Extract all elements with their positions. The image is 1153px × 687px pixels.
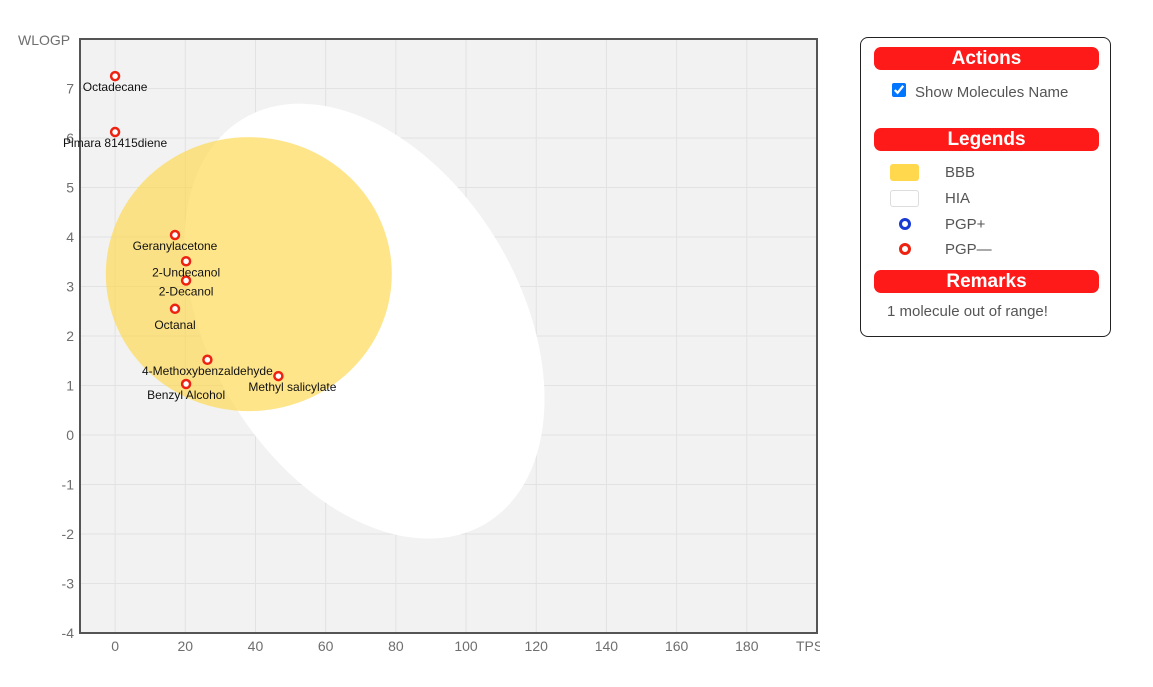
y-tick-label: -4 — [62, 625, 75, 641]
molecule-label: Pimara 81415diene — [63, 136, 167, 150]
molecule-label: Octadecane — [83, 80, 148, 94]
molecule-point[interactable] — [180, 256, 192, 267]
x-tick-label: 100 — [454, 638, 478, 654]
molecule-point[interactable] — [169, 303, 181, 315]
x-tick-label: 140 — [595, 638, 619, 654]
y-tick-label: -3 — [62, 576, 75, 592]
legend-pgp-plus-label: PGP+ — [945, 216, 986, 233]
x-tick-label: 180 — [735, 638, 759, 654]
molecule-label: 2-Undecanol — [152, 265, 220, 279]
x-tick-label: 80 — [388, 638, 404, 654]
hia-swatch — [890, 190, 919, 207]
y-tick-label: 7 — [66, 81, 74, 97]
x-tick-label: 160 — [665, 638, 689, 654]
y-axis-title: WLOGP — [18, 32, 70, 48]
y-axis-ticks: -4 -3 -2 -1 0 1 2 3 4 5 6 7 — [62, 81, 75, 642]
x-tick-label: 0 — [111, 638, 119, 654]
molecule-point[interactable] — [202, 354, 213, 366]
molecule-label: Methyl salicylate — [248, 380, 336, 394]
molecule-point[interactable] — [180, 275, 192, 286]
y-tick-label: 4 — [66, 229, 74, 245]
molecule-point[interactable] — [109, 70, 121, 82]
remarks-header: Remarks — [874, 270, 1099, 293]
molecule-points — [109, 70, 284, 390]
molecule-label: 4-Methoxybenzaldehyde — [142, 364, 273, 378]
legends-header: Legends — [874, 128, 1099, 151]
y-tick-label: -1 — [62, 477, 75, 493]
y-tick-label: 5 — [66, 180, 74, 196]
remarks-text: 1 molecule out of range! — [887, 303, 1048, 320]
molecule-label: Geranylacetone — [133, 239, 218, 253]
molecule-labels: Octadecane Pimara 81415diene Geranylaceton… — [63, 80, 337, 402]
legend-hia-label: HIA — [945, 190, 971, 207]
x-tick-label: 60 — [318, 638, 334, 654]
x-tick-label: 120 — [525, 638, 549, 654]
y-tick-label: 3 — [66, 279, 74, 295]
y-tick-label: -2 — [62, 526, 75, 542]
legend-bbb-label: BBB — [945, 164, 976, 181]
y-tick-label: 0 — [66, 427, 74, 443]
molecule-point[interactable] — [109, 126, 121, 138]
molecule-point[interactable] — [273, 370, 284, 382]
y-tick-label: 1 — [66, 378, 74, 394]
x-tick-label: 20 — [177, 638, 193, 654]
y-tick-label: 6 — [66, 130, 74, 146]
molecule-point[interactable] — [169, 229, 181, 241]
molecule-label: 2-Decanol — [159, 285, 214, 299]
bbb-swatch — [890, 164, 919, 181]
molecule-label: Benzyl Alcohol — [147, 388, 225, 402]
x-tick-label: 40 — [248, 638, 264, 654]
boiled-egg-chart: 0 20 40 60 80 100 120 140 160 180 -4 -3 -2 -1 0 1 2 3 4 5 6… — [18, 32, 820, 654]
x-axis-ticks: 0 20 40 60 80 100 120 140 160 180 — [111, 638, 759, 654]
pgp-minus-marker — [899, 243, 911, 255]
show-names-checkbox[interactable] — [892, 83, 906, 97]
y-tick-label: 2 — [66, 328, 74, 344]
actions-header: Actions — [874, 47, 1099, 70]
control-panel: Actions Show Molecules Name Legends BBB … — [860, 37, 1111, 337]
molecule-point[interactable] — [180, 378, 192, 390]
plot-border — [79, 38, 818, 634]
bbb-region — [105, 137, 392, 412]
legend-pgp-minus-label: PGP— — [945, 241, 992, 258]
molecule-label: Octanal — [154, 318, 195, 332]
pgp-plus-marker — [899, 218, 911, 230]
show-names-label[interactable]: Show Molecules Name — [915, 84, 1069, 101]
